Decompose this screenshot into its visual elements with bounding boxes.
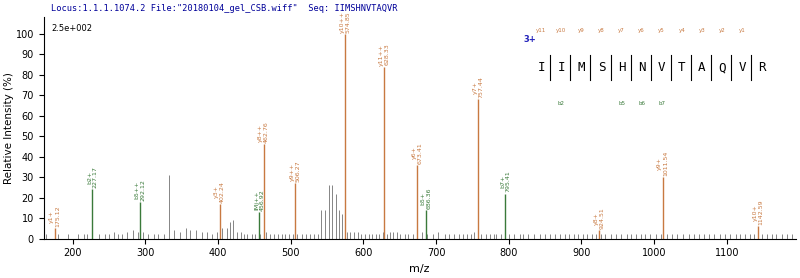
Text: y3+
402.24: y3+ 402.24 bbox=[214, 181, 225, 203]
Text: y9+
1011.54: y9+ 1011.54 bbox=[657, 151, 668, 176]
Text: y7+
757.44: y7+ 757.44 bbox=[473, 76, 483, 98]
Text: y10+
1142.59: y10+ 1142.59 bbox=[752, 200, 763, 225]
Text: y11++
628.33: y11++ 628.33 bbox=[378, 44, 390, 66]
Text: b5++
292.12: b5++ 292.12 bbox=[134, 179, 145, 201]
Text: y8++
462.76: y8++ 462.76 bbox=[258, 121, 269, 143]
Text: Locus:1.1.1.1074.2 File:"20180104_gel_CSB.wiff"  Seq: IIMSHNVTAQVR: Locus:1.1.1.1074.2 File:"20180104_gel_CS… bbox=[51, 4, 398, 13]
Text: IMj++
456.92: IMj++ 456.92 bbox=[254, 189, 265, 211]
Text: b2+
227.17: b2+ 227.17 bbox=[87, 167, 98, 188]
X-axis label: m/z: m/z bbox=[410, 264, 430, 274]
Text: y10++
574.85: y10++ 574.85 bbox=[340, 11, 350, 33]
Y-axis label: Relative Intensity (%): Relative Intensity (%) bbox=[4, 72, 14, 184]
Text: y9++
506.27: y9++ 506.27 bbox=[290, 161, 301, 182]
Text: y6+
673.41: y6+ 673.41 bbox=[411, 142, 422, 164]
Text: 2.5e+002: 2.5e+002 bbox=[51, 24, 92, 33]
Text: b5+
686.36: b5+ 686.36 bbox=[421, 187, 431, 209]
Text: y8+
924.51: y8+ 924.51 bbox=[594, 208, 605, 229]
Text: y1+
175.12: y1+ 175.12 bbox=[50, 206, 60, 227]
Text: b7+
795.41: b7+ 795.41 bbox=[500, 171, 511, 192]
